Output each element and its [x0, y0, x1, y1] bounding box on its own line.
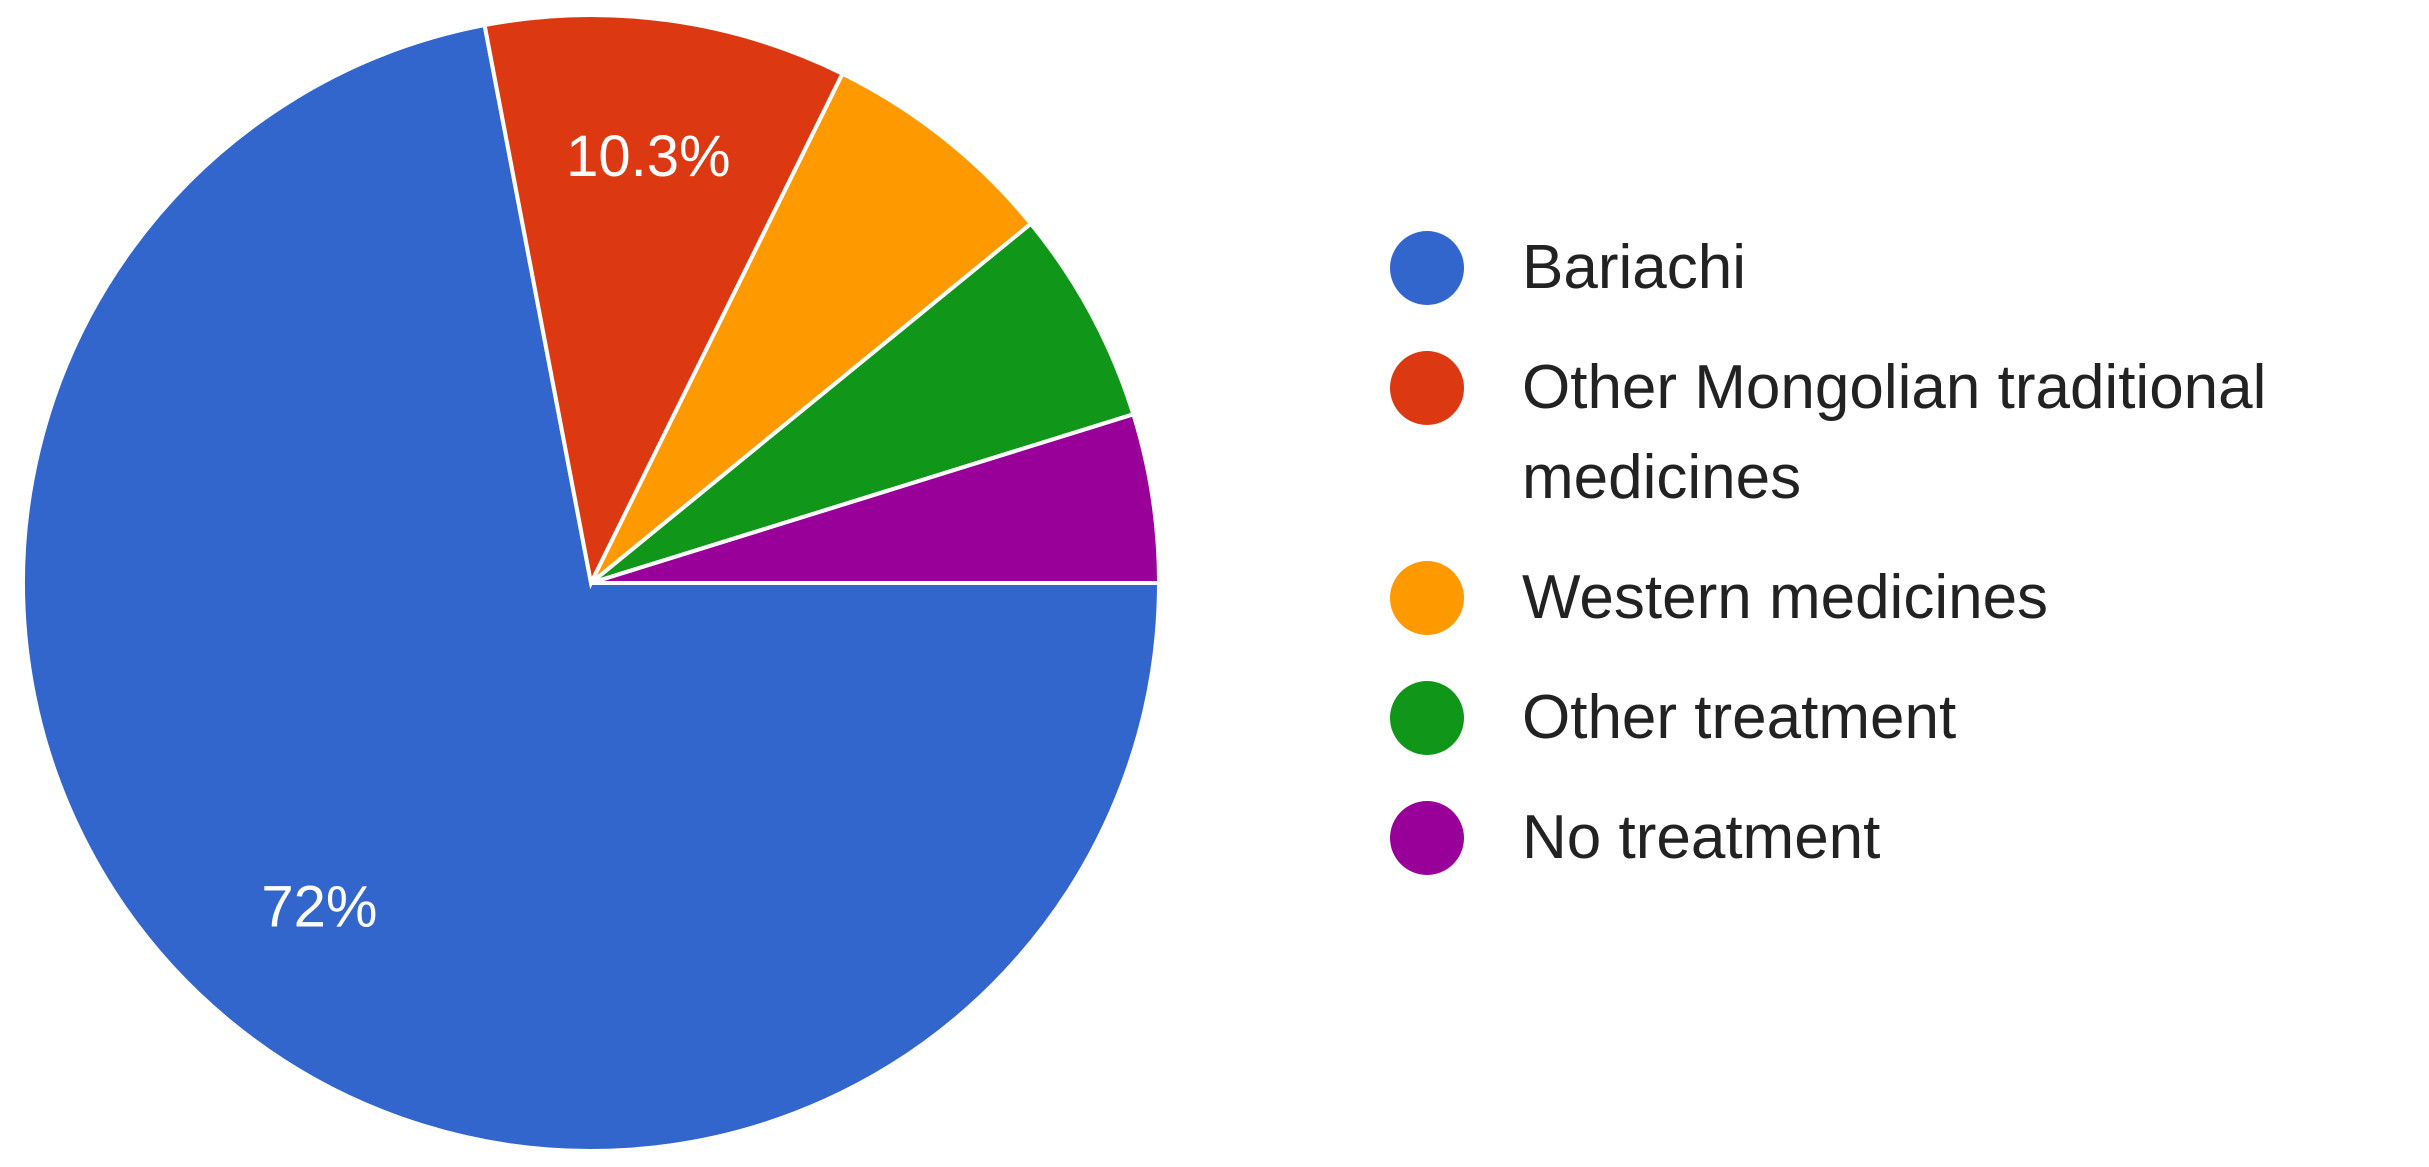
chart: 72% 10.3%: [21, 13, 1162, 1153]
data-label: 10.3%: [566, 124, 730, 189]
legend-label: Other Mongolian traditional medicines: [1522, 353, 2267, 512]
legend-label: Bariachi: [1522, 233, 1746, 302]
pie-slice: [589, 220, 1136, 585]
legend-item: Other Mongolian traditional medicines: [1390, 343, 2402, 523]
legend-label: No treatment: [1522, 803, 1881, 872]
legend-item: Bariachi: [1390, 223, 2402, 313]
pie-slice: [21, 22, 1162, 1153]
legend-item: Other treatment: [1390, 673, 2402, 763]
legend-swatch: [1390, 681, 1464, 755]
legend-swatch: [1390, 801, 1464, 875]
legend-item: Western medicines: [1390, 553, 2402, 643]
legend-swatch: [1390, 351, 1464, 425]
legend-label: Other treatment: [1522, 683, 1957, 752]
pie-slice: [590, 411, 1162, 585]
legend-swatch: [1390, 231, 1464, 305]
legend-label: Western medicines: [1522, 563, 2049, 632]
data-label: 72%: [261, 875, 377, 940]
pie-slice: [482, 13, 846, 590]
pie-slice: [589, 71, 1034, 585]
legend-swatch: [1390, 561, 1464, 635]
legend-item: No treatment: [1390, 793, 2402, 883]
